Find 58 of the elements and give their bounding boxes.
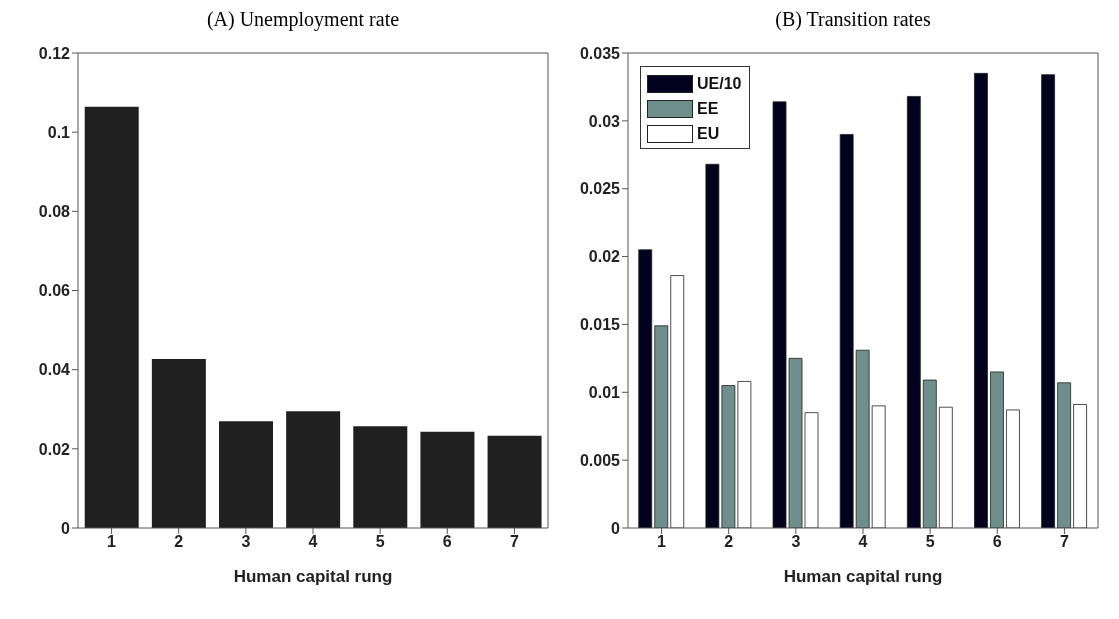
x-tick-label: 6 xyxy=(442,533,452,551)
y-tick-label: 0.1 xyxy=(47,123,71,141)
x-axis-title: Human capital rung xyxy=(233,567,393,586)
legend-label: EU xyxy=(697,124,720,144)
y-tick-label: 0 xyxy=(61,519,71,537)
x-tick-label: 4 xyxy=(308,533,318,551)
x-tick-label: 3 xyxy=(241,533,251,551)
x-tick-label: 5 xyxy=(925,533,935,551)
bar xyxy=(839,134,854,528)
x-tick-label: 6 xyxy=(992,533,1002,551)
x-tick-label: 4 xyxy=(858,533,868,551)
y-tick-label: 0.01 xyxy=(588,383,621,401)
x-tick-label: 7 xyxy=(1059,533,1069,551)
y-tick-label: 0.015 xyxy=(579,316,621,334)
bar xyxy=(1041,74,1055,528)
bar xyxy=(219,421,273,528)
bar xyxy=(84,106,139,528)
y-tick-label: 0.02 xyxy=(38,440,71,458)
y-tick-label: 0.005 xyxy=(579,451,621,469)
bar xyxy=(1006,409,1020,528)
y-tick-label: 0.06 xyxy=(38,282,71,300)
bar xyxy=(1057,382,1071,528)
y-tick-label: 0.04 xyxy=(38,361,71,379)
bar xyxy=(286,411,341,528)
bar xyxy=(974,72,988,528)
y-tick-label: 0.03 xyxy=(588,112,621,130)
y-tick-label: 0 xyxy=(611,519,621,537)
y-tick-label: 0.025 xyxy=(579,180,621,198)
bar xyxy=(922,379,937,528)
legend-label: UE/10 xyxy=(697,74,742,94)
bar xyxy=(855,349,870,528)
bar xyxy=(353,426,408,528)
x-tick-label: 7 xyxy=(509,533,519,551)
bar xyxy=(871,405,886,528)
bar xyxy=(638,249,653,528)
x-tick-label: 2 xyxy=(174,533,184,551)
x-tick-label: 1 xyxy=(107,533,117,551)
x-axis-title: Human capital rung xyxy=(783,567,943,586)
y-tick-label: 0.12 xyxy=(38,44,71,62)
x-tick-label: 2 xyxy=(724,533,734,551)
bar xyxy=(906,96,921,528)
bar xyxy=(151,358,206,528)
y-tick-label: 0.08 xyxy=(38,203,71,221)
bar xyxy=(670,275,685,528)
chart-title: (B) Transition rates xyxy=(774,8,932,33)
x-tick-label: 1 xyxy=(657,533,667,551)
bar xyxy=(654,325,669,528)
bar xyxy=(990,371,1004,528)
y-tick-label: 0.02 xyxy=(588,248,621,266)
bar xyxy=(938,406,953,528)
bar xyxy=(420,431,475,528)
bar xyxy=(1073,404,1087,528)
x-tick-label: 3 xyxy=(791,533,801,551)
legend-label: EE xyxy=(697,99,719,119)
x-tick-label: 5 xyxy=(375,533,385,551)
bar xyxy=(487,435,542,528)
y-tick-label: 0.035 xyxy=(579,44,621,62)
chart-title: (A) Unemployment rate xyxy=(205,8,401,33)
